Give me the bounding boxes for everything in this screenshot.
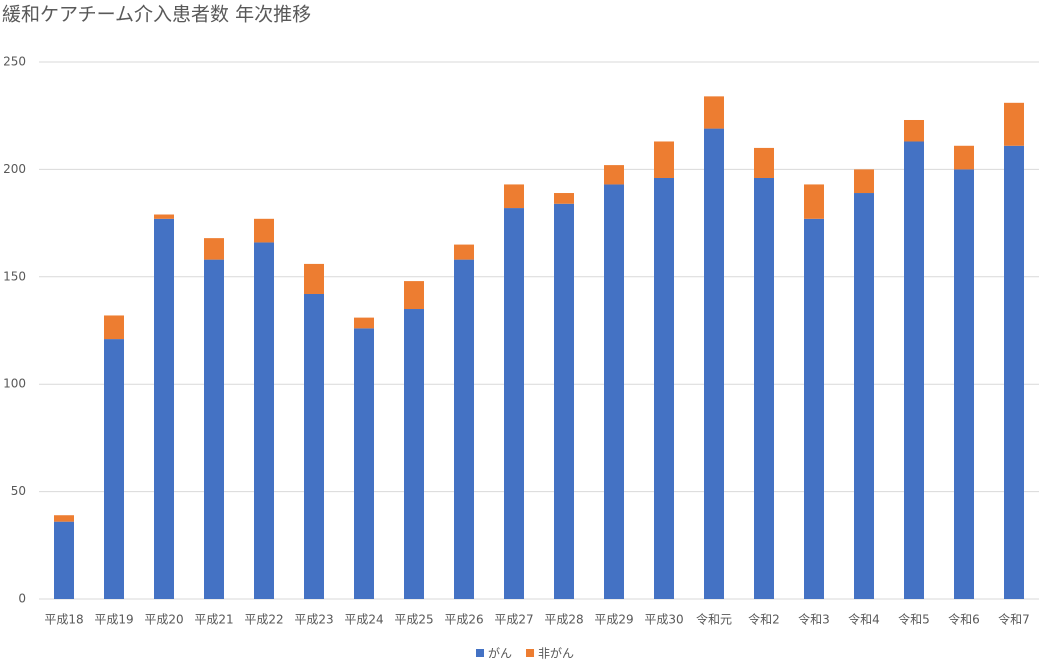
bar-segment: [504, 208, 524, 599]
bar-segment: [104, 339, 124, 599]
x-tick-label: 令和5: [898, 612, 930, 627]
bar-segment: [804, 218, 824, 599]
bar-segment: [454, 244, 474, 260]
x-tick-label: 平成26: [444, 613, 483, 627]
bar-segment: [354, 328, 374, 599]
bar-segment: [154, 218, 174, 599]
x-tick-label: 令和4: [848, 612, 880, 627]
y-tick-label: 100: [3, 377, 26, 391]
bar-segment: [954, 145, 974, 170]
bar-segment: [554, 193, 574, 204]
bar-segment: [504, 184, 524, 209]
bar-segment: [254, 218, 274, 243]
y-tick-label: 150: [3, 269, 26, 283]
bar-segment: [904, 119, 924, 142]
x-tick-label: 平成25: [394, 613, 433, 627]
bar-segment: [804, 184, 824, 219]
bar-segment: [54, 521, 74, 599]
bar-segment: [754, 177, 774, 599]
x-tick-label: 令和元: [696, 612, 732, 627]
x-tick-label: 平成30: [644, 613, 683, 627]
bar-segment: [454, 259, 474, 599]
bar-segment: [54, 515, 74, 522]
bar-segment: [604, 184, 624, 599]
y-tick-label: 200: [3, 162, 26, 176]
bar-segment: [654, 141, 674, 178]
x-tick-label: 平成21: [194, 613, 233, 627]
x-tick-label: 平成22: [244, 613, 283, 627]
x-tick-label: 令和2: [748, 612, 780, 627]
bar-segment: [354, 317, 374, 329]
bar-segment: [1004, 145, 1024, 599]
x-tick-label: 平成27: [494, 613, 533, 627]
bar-segment: [604, 165, 624, 185]
bar-segment: [254, 242, 274, 599]
bar-segment: [154, 214, 174, 219]
y-tick-label: 250: [3, 55, 26, 69]
legend-swatch: [476, 649, 484, 657]
bar-segment: [1004, 102, 1024, 146]
bar-segment: [704, 96, 724, 129]
x-tick-label: 平成18: [44, 613, 83, 627]
legend-label: 非がん: [538, 646, 574, 661]
x-tick-label: 令和3: [798, 612, 830, 627]
bar-segment: [554, 203, 574, 599]
x-tick-label: 平成19: [94, 613, 133, 627]
x-tick-label: 令和6: [948, 612, 980, 627]
bar-segment: [654, 177, 674, 599]
y-tick-label: 0: [18, 592, 26, 606]
legend-label: がん: [488, 646, 512, 661]
x-tick-label: 平成23: [294, 613, 333, 627]
bar-segment: [904, 141, 924, 599]
bar-segment: [204, 259, 224, 599]
bar-segment: [854, 169, 874, 194]
chart-title: 緩和ケアチーム介入患者数 年次推移: [2, 4, 311, 26]
bar-segment: [104, 315, 124, 340]
y-tick-label: 50: [11, 484, 26, 498]
bar-segment: [704, 128, 724, 599]
x-tick-label: 平成29: [594, 613, 633, 627]
bar-segment: [304, 293, 324, 599]
bar-segment: [754, 147, 774, 178]
bar-segment: [304, 263, 324, 294]
bar-segment: [404, 309, 424, 599]
legend-swatch: [526, 649, 535, 657]
bar-segment: [854, 193, 874, 599]
bar-segment: [204, 238, 224, 260]
x-tick-label: 平成20: [144, 613, 183, 627]
bar-segment: [954, 169, 974, 599]
x-tick-label: 令和7: [998, 612, 1030, 627]
bar-segment: [404, 281, 424, 310]
x-tick-label: 平成28: [544, 613, 583, 627]
x-tick-label: 平成24: [344, 613, 383, 627]
